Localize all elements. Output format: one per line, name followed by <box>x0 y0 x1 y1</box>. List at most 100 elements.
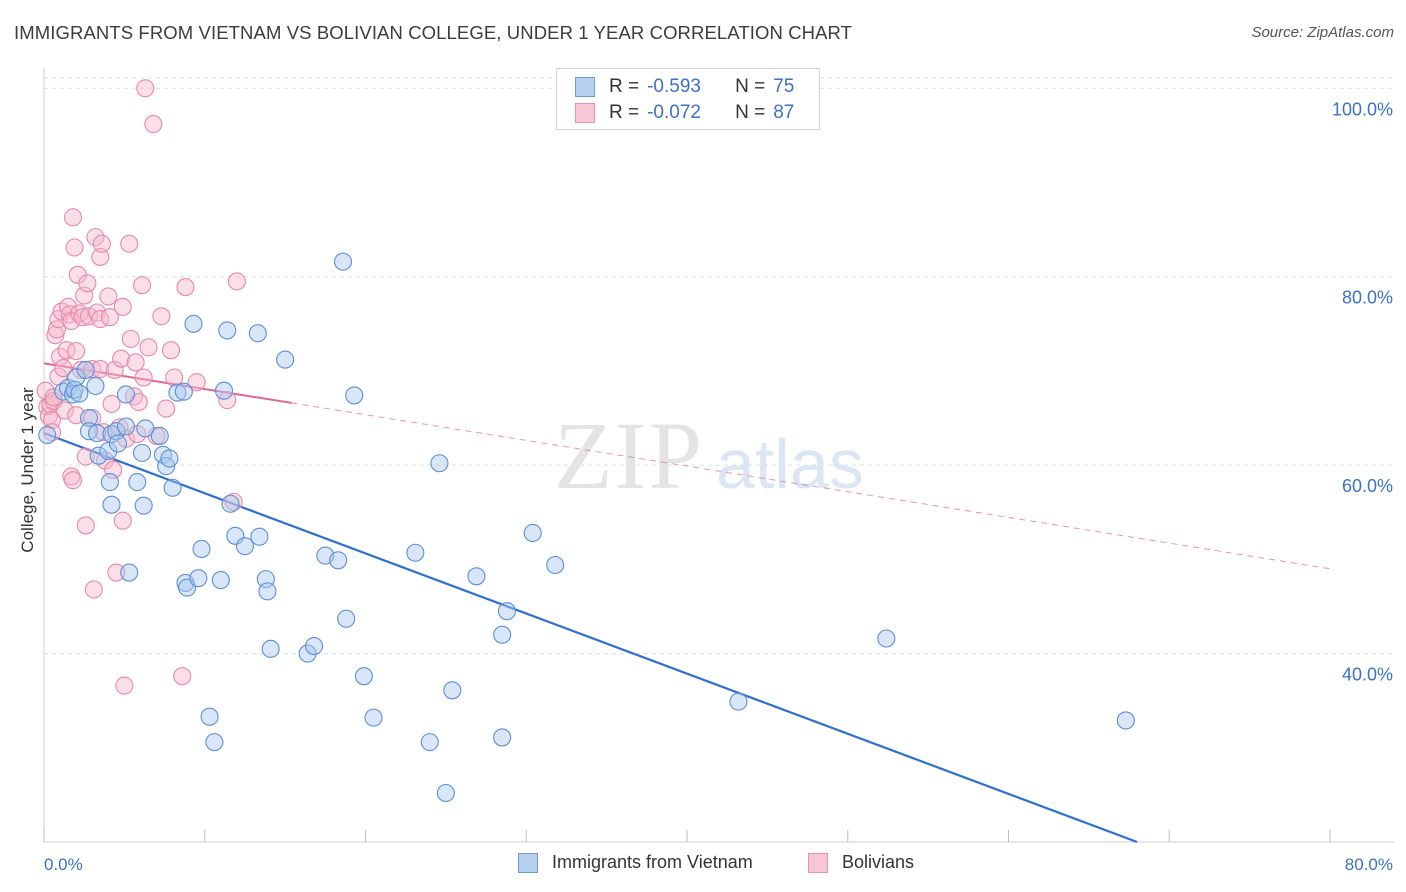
data-point-bolivians <box>63 471 82 490</box>
data-point-vietnam <box>221 494 240 513</box>
grid-lines <box>44 77 1394 655</box>
data-point-bolivians <box>224 492 243 511</box>
data-point-vietnam <box>102 495 121 514</box>
data-point-vietnam <box>136 419 155 438</box>
y-tick-label: 60.0% <box>1342 476 1393 496</box>
data-point-vietnam <box>443 681 462 700</box>
data-point-bolivians <box>139 338 158 357</box>
data-point-vietnam <box>192 539 211 559</box>
legend-n-value: 75 <box>773 76 795 97</box>
legend-swatch-blue <box>575 77 595 97</box>
data-point-vietnam <box>168 383 187 402</box>
data-point-bolivians <box>76 516 95 535</box>
data-point-vietnam <box>116 385 136 404</box>
data-point-bolivians <box>144 115 163 134</box>
y-tick-label: 40.0% <box>1342 665 1393 685</box>
data-point-bolivians <box>91 359 110 379</box>
data-point-vietnam <box>364 708 383 727</box>
legend-n-label: N = <box>735 76 766 97</box>
data-point-vietnam <box>493 625 512 644</box>
data-point-bolivians <box>115 676 134 695</box>
y-tick-label: 80.0% <box>1342 288 1393 308</box>
data-point-vietnam <box>1116 711 1135 730</box>
data-point-bolivians <box>136 79 155 98</box>
data-point-vietnam <box>218 321 237 340</box>
data-point-vietnam <box>116 417 136 436</box>
data-point-bolivians <box>100 308 119 327</box>
data-point-vietnam <box>420 733 439 752</box>
stats-legend: R = -0.593 N = 75 R = -0.072 N = 87 <box>556 68 820 130</box>
series-vietnam-points <box>38 252 1135 803</box>
y-tick-label: 100.0% <box>1332 99 1393 119</box>
data-point-vietnam <box>298 644 317 663</box>
data-point-vietnam <box>406 543 425 562</box>
data-point-vietnam <box>729 692 748 711</box>
x-axis-ticks <box>43 830 1331 842</box>
data-point-vietnam <box>333 252 353 271</box>
data-point-bolivians <box>133 276 152 295</box>
x-tick-label-max: 80.0% <box>1345 855 1393 874</box>
data-point-bolivians <box>76 447 95 466</box>
data-point-vietnam <box>70 384 89 403</box>
data-point-bolivians <box>42 423 62 442</box>
data-point-vietnam <box>493 728 512 747</box>
data-point-vietnam <box>430 454 449 473</box>
data-point-bolivians <box>152 307 171 326</box>
data-point-vietnam <box>276 350 295 369</box>
data-point-vietnam <box>261 639 280 658</box>
data-point-bolivians <box>102 394 121 413</box>
data-point-bolivians <box>54 359 73 378</box>
data-point-vietnam <box>329 551 348 570</box>
data-point-vietnam <box>174 382 193 401</box>
watermark: ZIP atlas <box>554 402 864 509</box>
data-point-vietnam <box>163 478 182 497</box>
series-bolivians-points <box>36 79 246 695</box>
x-tick-label-min: 0.0% <box>44 855 83 874</box>
data-point-bolivians <box>121 329 140 348</box>
data-point-vietnam <box>134 496 153 515</box>
data-point-vietnam <box>184 314 203 333</box>
series-legend-item-vietnam[interactable]: Immigrants from Vietnam <box>518 852 753 873</box>
legend-r-value: -0.072 <box>647 102 701 123</box>
legend-r-label: R = <box>609 76 640 97</box>
data-point-bolivians <box>78 274 97 293</box>
legend-n-label: N = <box>735 102 766 123</box>
legend-r-label: R = <box>609 102 640 123</box>
data-point-vietnam <box>87 424 107 443</box>
data-point-bolivians <box>165 368 184 387</box>
series-legend-swatch-blue <box>518 852 538 873</box>
data-point-bolivians <box>84 580 103 599</box>
data-point-vietnam <box>497 602 517 621</box>
data-point-vietnam <box>305 636 324 656</box>
data-point-bolivians <box>44 388 63 407</box>
data-point-bolivians <box>107 563 126 582</box>
data-point-bolivians <box>51 347 70 366</box>
data-point-vietnam <box>248 324 267 343</box>
data-point-bolivians <box>218 391 237 410</box>
data-point-bolivians <box>65 238 84 257</box>
data-point-bolivians <box>59 297 78 316</box>
series-legend-label: Immigrants from Vietnam <box>552 852 753 872</box>
data-point-vietnam <box>150 426 169 445</box>
data-point-vietnam <box>102 424 121 444</box>
legend-row-vietnam: R = -0.593 N = 75 <box>575 75 794 99</box>
data-point-bolivians <box>120 234 139 253</box>
data-point-vietnam <box>214 381 234 400</box>
data-point-vietnam <box>258 582 277 601</box>
data-point-bolivians <box>73 308 92 327</box>
data-point-bolivians <box>55 401 74 420</box>
data-point-vietnam <box>108 434 127 453</box>
data-point-vietnam <box>467 567 486 586</box>
data-point-vietnam <box>354 667 373 686</box>
chart-title: IMMIGRANTS FROM VIETNAM VS BOLIVIAN COLL… <box>14 22 853 43</box>
series-legend-item-bolivians[interactable]: Bolivians <box>808 852 914 873</box>
data-point-bolivians <box>173 667 192 686</box>
legend-n-value: 87 <box>773 102 795 123</box>
data-point-bolivians <box>126 353 145 372</box>
data-point-vietnam <box>523 523 542 543</box>
data-point-bolivians <box>157 399 176 418</box>
data-point-vietnam <box>345 386 364 405</box>
data-point-bolivians <box>91 247 110 266</box>
data-point-bolivians <box>227 272 246 291</box>
legend-r-value: -0.593 <box>647 76 701 97</box>
